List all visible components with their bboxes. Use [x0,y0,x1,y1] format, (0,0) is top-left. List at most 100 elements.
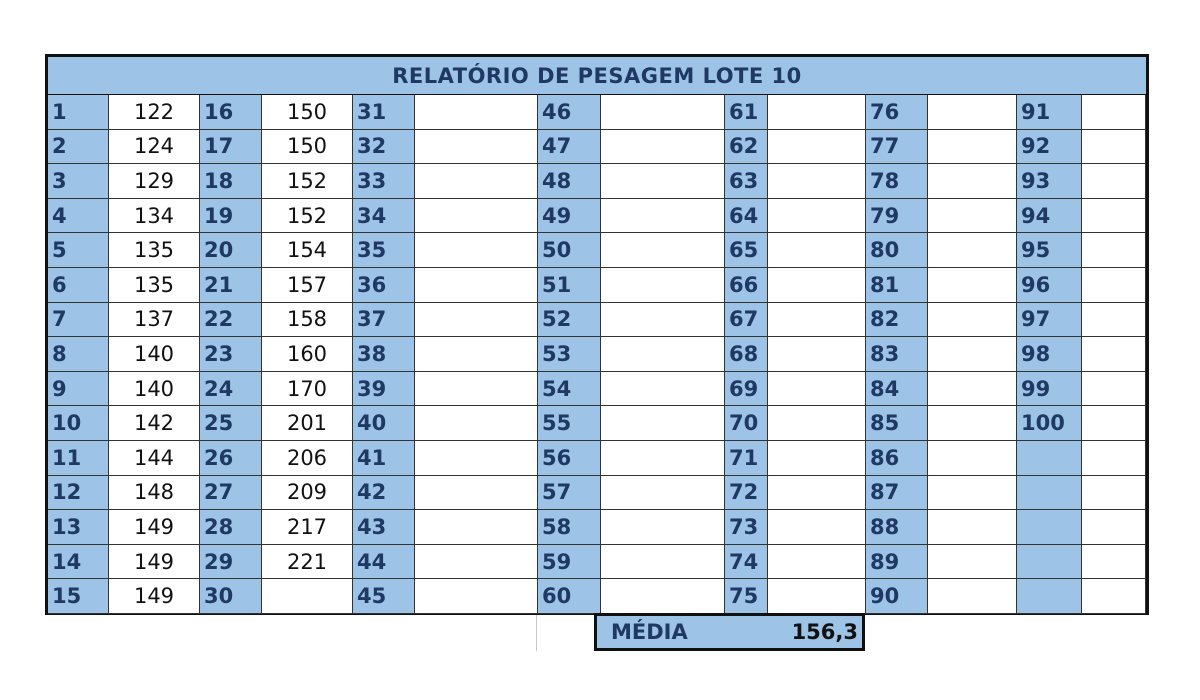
weight-value-cell: 201 [262,406,353,441]
weight-value-cell [601,579,725,614]
animal-number-cell: 35 [353,233,415,268]
weight-value-cell [928,95,1017,130]
weight-value-cell [928,544,1017,580]
weight-value-cell [928,510,1017,545]
weight-value-cell [768,371,866,407]
weight-value-cell: 221 [262,544,353,580]
animal-number-cell [1017,510,1082,545]
animal-number-cell: 55 [538,406,601,441]
animal-number-cell: 36 [353,268,415,303]
weight-value-cell [415,164,538,199]
weight-value-cell: 150 [262,129,353,165]
animal-number-cell: 27 [200,475,262,511]
weight-value-cell: 152 [262,164,353,199]
weight-value-cell [768,441,866,476]
animal-number-cell: 79 [866,198,928,234]
animal-number-cell: 72 [725,475,768,511]
weight-value-cell [768,302,866,338]
weight-value-cell [415,337,538,372]
weight-value-cell [1082,441,1146,476]
animal-number-cell: 40 [353,406,415,441]
animal-number-cell: 71 [725,441,768,476]
animal-number-cell: 29 [200,544,262,580]
animal-number-cell: 47 [538,129,601,165]
weight-value-cell [415,441,538,476]
animal-number-cell: 17 [200,129,262,165]
weight-value-cell [601,129,725,165]
weight-value-cell [601,233,725,268]
average-label: MÉDIA [611,620,688,644]
animal-number-cell: 58 [538,510,601,545]
animal-number-cell: 18 [200,164,262,199]
weight-value-cell [1082,337,1146,372]
animal-number-cell: 28 [200,510,262,545]
animal-number-cell: 34 [353,198,415,234]
weight-value-cell: 209 [262,475,353,511]
animal-number-cell: 85 [866,406,928,441]
animal-number-cell: 43 [353,510,415,545]
weight-value-cell [928,475,1017,511]
animal-number-cell: 22 [200,302,262,338]
animal-number-cell: 62 [725,129,768,165]
animal-number-cell: 46 [538,95,601,130]
animal-number-cell: 86 [866,441,928,476]
animal-number-cell: 68 [725,337,768,372]
weight-value-cell [1082,164,1146,199]
weight-value-cell [601,544,725,580]
animal-number-cell: 19 [200,198,262,234]
animal-number-cell: 24 [200,371,262,407]
animal-number-cell: 69 [725,371,768,407]
animal-number-cell: 41 [353,441,415,476]
weight-value-cell: 154 [262,233,353,268]
animal-number-cell: 88 [866,510,928,545]
weight-value-cell [262,579,353,614]
weight-value-cell [415,544,538,580]
animal-number-cell: 59 [538,544,601,580]
animal-number-cell: 7 [48,302,109,338]
animal-number-cell: 48 [538,164,601,199]
animal-number-cell: 60 [538,579,601,614]
weight-value-cell [415,475,538,511]
animal-number-cell: 14 [48,544,109,580]
animal-number-cell: 4 [48,198,109,234]
weight-value-cell [928,337,1017,372]
weight-value-cell [415,95,538,130]
weight-value-cell [601,268,725,303]
animal-number-cell: 75 [725,579,768,614]
animal-number-cell: 65 [725,233,768,268]
weight-value-cell [601,475,725,511]
weight-value-cell [601,164,725,199]
average-box: MÉDIA 156,3 [594,613,865,651]
weight-value-cell [768,544,866,580]
animal-number-cell: 50 [538,233,601,268]
animal-number-cell: 80 [866,233,928,268]
weight-value-cell [601,302,725,338]
animal-number-cell: 53 [538,337,601,372]
animal-number-cell: 98 [1017,337,1082,372]
animal-number-cell: 67 [725,302,768,338]
animal-number-cell: 77 [866,129,928,165]
weight-value-cell: 150 [262,95,353,130]
weight-value-cell: 206 [262,441,353,476]
animal-number-cell: 89 [866,544,928,580]
animal-number-cell: 5 [48,233,109,268]
animal-number-cell: 61 [725,95,768,130]
weight-value-cell: 135 [109,268,200,303]
weight-value-cell [601,406,725,441]
weight-value-cell [768,198,866,234]
animal-number-cell: 74 [725,544,768,580]
weight-value-cell [601,95,725,130]
average-value: 156,3 [791,620,858,644]
weight-value-cell: 149 [109,510,200,545]
weight-value-cell [768,129,866,165]
weight-value-cell: 157 [262,268,353,303]
weight-value-cell [928,371,1017,407]
animal-number-cell: 31 [353,95,415,130]
weighing-report-table: RELATÓRIO DE PESAGEM LOTE 10 1 122 2 124 3 12… [45,54,1149,615]
weight-value-cell [1082,406,1146,441]
animal-number-cell: 90 [866,579,928,614]
weight-value-cell [1082,579,1146,614]
animal-number-cell: 15 [48,579,109,614]
animal-number-cell: 42 [353,475,415,511]
weight-value-cell [415,198,538,234]
